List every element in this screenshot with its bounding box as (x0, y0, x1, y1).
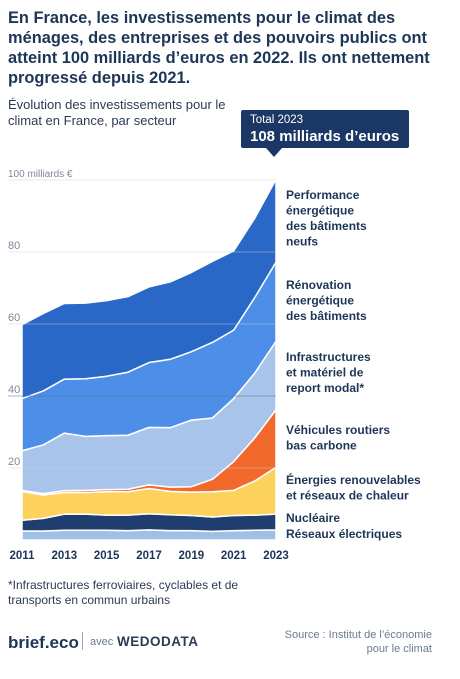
series-label-reseaux-electriques: Réseaux électriques (286, 527, 402, 541)
x-tick-2013: 2013 (52, 550, 78, 562)
y-tick-40: 40 (8, 384, 20, 396)
total-callout-pointer (266, 148, 282, 157)
series-label-infrastructures-et-materiel-de-report-modal: Infrastructures et matériel de report moda… (286, 350, 371, 395)
x-tick-2023: 2023 (263, 550, 289, 562)
y-axis-top-label: 100 milliards € (8, 169, 73, 180)
x-tick-2011: 2011 (10, 550, 36, 562)
x-tick-2015: 2015 (94, 550, 120, 562)
footnote: *Infrastructures ferroviaires, cyclables… (8, 578, 239, 607)
y-tick-60: 60 (8, 312, 20, 324)
series-label-renovation-energetique-des-batiments: Rénovation énergétique des bâtiments (286, 278, 367, 323)
y-tick-80: 80 (8, 240, 20, 252)
headline: En France, les investissements pour le c… (8, 9, 430, 87)
series-label-performance-energetique-des-batiments-neufs: Performance énergétique des bâtiments neufs (286, 188, 367, 249)
brand-logo: brief.eco (8, 633, 79, 652)
series-labels: Réseaux électriques Nucléaire Énergies ren… (286, 188, 421, 541)
x-tick-2017: 2017 (136, 550, 162, 562)
chart-gridlines (8, 179, 276, 469)
partner-logo: WEDODATA (117, 634, 199, 649)
series-label-vehicules-routiers-bas-carbone: Véhicules routiers bas carbone (286, 423, 390, 453)
area-reseaux-electriques (21, 529, 277, 541)
series-label-nucleaire: Nucléaire (286, 511, 340, 525)
stacked-area-chart: 20 40 60 80 100 milliards € 2011 2013 2015 2017… (8, 169, 421, 562)
total-label: Total 2023 (250, 114, 304, 126)
y-axis-tick-labels: 20 40 60 80 100 milliards € (8, 169, 73, 468)
chart-areas (21, 178, 277, 541)
area-performance-energetique-des-batiments-neufs (21, 178, 277, 400)
source-text: Source : Institut de l’économie pour le … (284, 629, 432, 655)
series-label-energies-renouvelables-et-reseaux-de-chaleur: Énergies renouvelables et réseaux de chal… (286, 472, 421, 503)
x-axis-tick-labels: 2011 2013 2015 2017 2019 2021 2023 (10, 550, 289, 562)
x-tick-2019: 2019 (179, 550, 205, 562)
total-value: 108 milliards d’euros (250, 128, 400, 145)
avec-text: avec (90, 636, 114, 648)
chart-subtitle: Évolution des investissements pour le cl… (8, 97, 226, 128)
brand-separator (82, 632, 83, 650)
x-tick-2021: 2021 (221, 550, 247, 562)
area-nucleaire (21, 512, 277, 533)
total-callout: Total 2023 108 milliards d’euros (241, 110, 409, 148)
y-tick-20: 20 (8, 456, 20, 468)
